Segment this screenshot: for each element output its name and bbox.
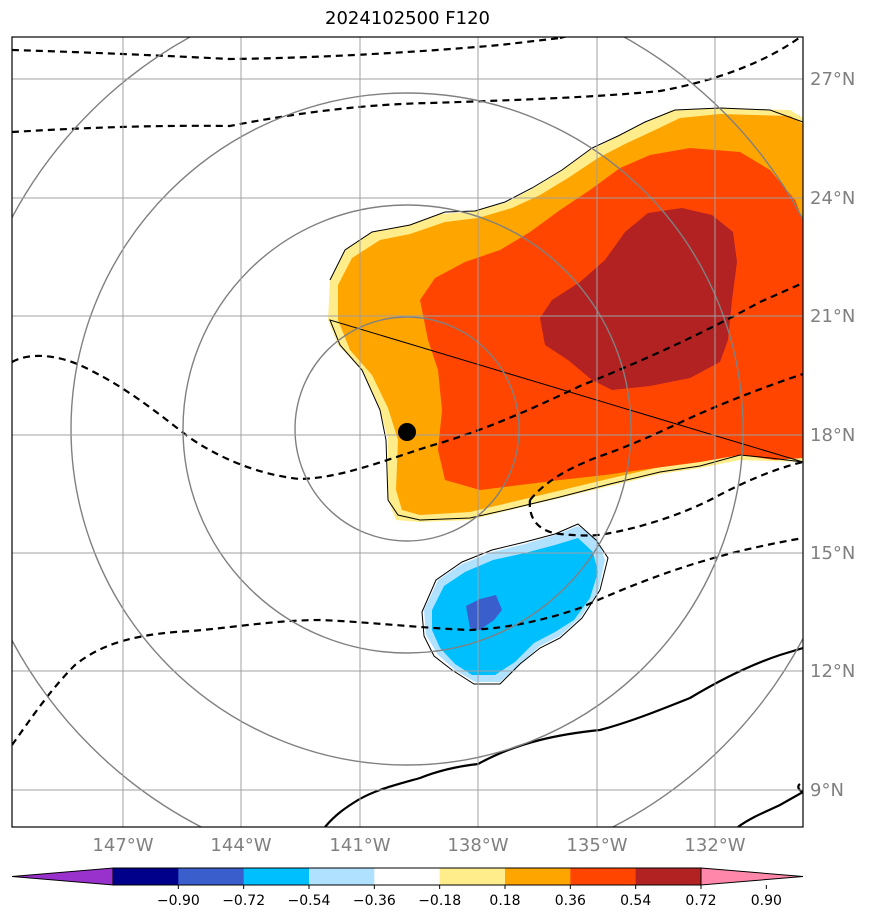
colorbar-swatch	[243, 868, 310, 885]
colorbar-extend-high	[700, 867, 804, 886]
solid-contour-2	[737, 783, 803, 827]
lon-label-141: 141°W	[329, 835, 390, 856]
colorbar-tick-label: −0.72	[222, 893, 265, 909]
lat-label-24: 24°N	[810, 188, 855, 209]
anomaly-fill-neg-036	[432, 538, 598, 675]
colorbar-swatch	[570, 868, 637, 885]
colorbar-swatch	[439, 868, 506, 885]
map-area	[12, 37, 803, 827]
range-ring-1	[294, 316, 520, 542]
longitude-labels: 147°W 144°W 141°W 138°W 135°W 132°W	[92, 835, 745, 856]
colorbar-tick-label: 0.18	[489, 893, 520, 909]
dashed-contour-5	[12, 536, 803, 746]
lat-label-12: 12°N	[810, 661, 855, 682]
lon-label-147: 147°W	[92, 835, 153, 856]
colorbar-tick-label: 0.54	[620, 893, 651, 909]
zero-contour-positive	[329, 107, 803, 521]
lat-label-9: 9°N	[810, 780, 844, 801]
colorbar-swatch	[505, 868, 571, 885]
lat-label-15: 15°N	[810, 543, 855, 564]
colorbar-frame	[112, 867, 702, 886]
colorbar-swatch	[374, 868, 441, 885]
range-rings	[12, 37, 803, 827]
colorbar-tick-label: 0.90	[751, 893, 782, 909]
colorbar-tick-label: −0.90	[157, 893, 200, 909]
lon-label-135: 135°W	[566, 835, 627, 856]
range-ring-3	[70, 92, 744, 766]
dashed-contour-4	[528, 372, 803, 537]
dashed-contours	[12, 37, 803, 746]
dashed-contour-3	[12, 281, 803, 481]
anomaly-fill-neg-054	[466, 595, 502, 630]
anomaly-fill-072	[540, 208, 737, 390]
colorbar-swatch	[635, 868, 702, 885]
lon-label-138: 138°W	[447, 835, 508, 856]
graticule	[12, 37, 803, 827]
latitude-labels: 27°N 24°N 21°N 18°N 15°N 12°N 9°N	[810, 69, 855, 801]
colorbar-swatch	[178, 868, 245, 885]
dashed-contour-1	[12, 37, 569, 61]
colorbar-swatch	[309, 868, 375, 885]
range-ring-2	[182, 204, 632, 654]
colorbar-swatch	[113, 868, 179, 885]
lon-label-132: 132°W	[684, 835, 745, 856]
lon-label-144: 144°W	[210, 835, 271, 856]
lat-label-21: 21°N	[810, 306, 855, 327]
lat-label-27: 27°N	[810, 69, 855, 90]
colorbar-tick-label: −0.18	[418, 893, 461, 909]
colorbar: −0.90 −0.72 −0.54 −0.36 −0.18 0.18 0.36 0.54 0.7…	[11, 867, 804, 909]
map-frame	[11, 36, 804, 828]
colorbar-extend-low	[11, 867, 114, 886]
colorbar-tick-label: −0.36	[353, 893, 396, 909]
colorbar-tick-label: −0.54	[288, 893, 331, 909]
dashed-contour-2	[12, 37, 803, 134]
colorbar-tick-label: 0.72	[685, 893, 716, 909]
map-title: 2024102500 F120	[325, 8, 490, 29]
storm-center-marker	[398, 423, 416, 441]
lat-label-18: 18°N	[810, 425, 855, 446]
colorbar-tick-label: 0.36	[555, 893, 586, 909]
